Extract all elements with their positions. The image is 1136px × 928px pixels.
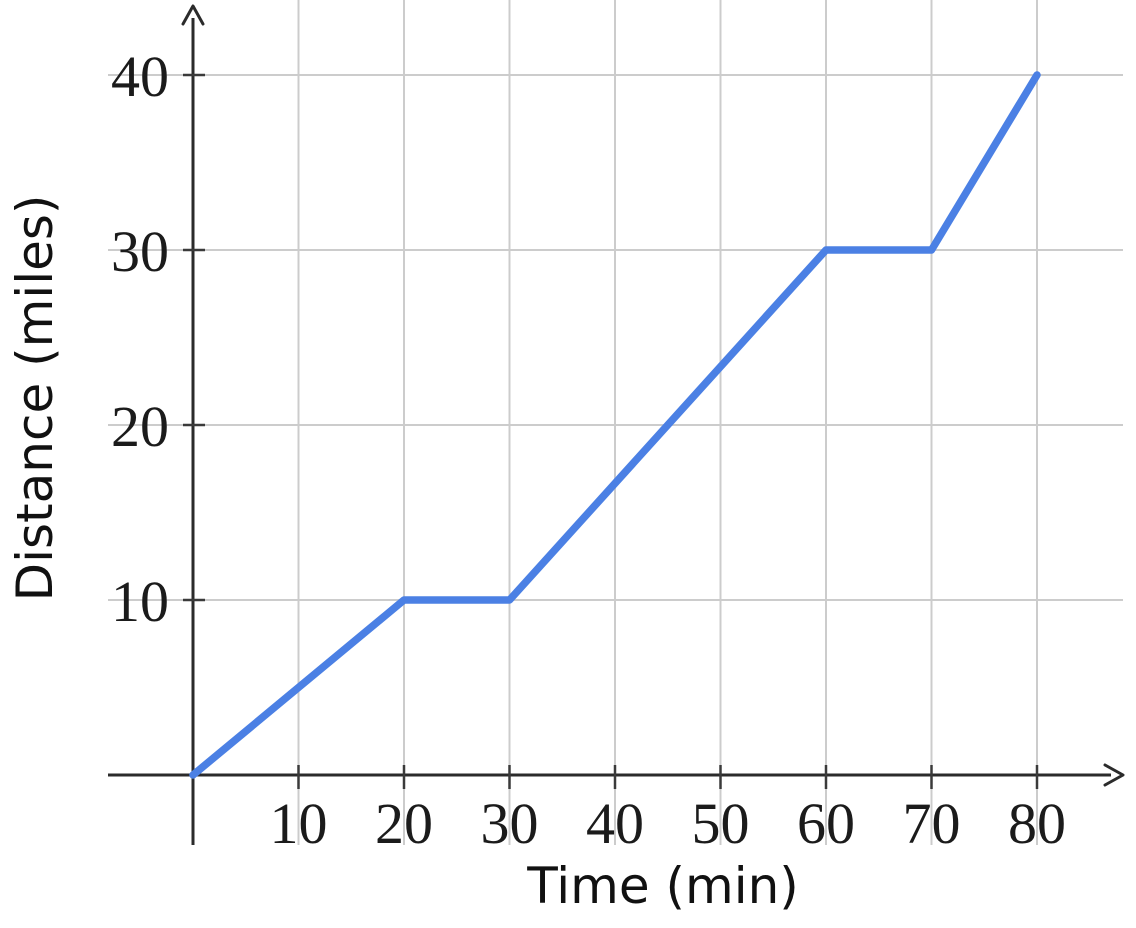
x-axis-title: Time (min) [526, 857, 799, 915]
x-tick-label: 60 [797, 791, 855, 856]
y-tick-label: 10 [111, 569, 169, 634]
y-tick-label: 30 [111, 219, 169, 284]
x-tick-label: 20 [375, 791, 433, 856]
x-tick-label: 50 [692, 791, 750, 856]
tick-labels: 10 20 30 40 50 60 70 80 10 20 30 40 [111, 44, 1066, 856]
y-axis-title: Distance (miles) [6, 195, 64, 602]
gridlines [108, 0, 1123, 845]
tick-marks [183, 73, 1039, 789]
data-line [189, 71, 1041, 779]
y-axis-arrow-icon [181, 4, 205, 26]
y-tick-label: 20 [111, 394, 169, 459]
x-axis-arrow-icon [1103, 763, 1125, 787]
axes [108, 4, 1125, 845]
x-tick-label: 10 [270, 791, 328, 856]
x-tick-label: 40 [586, 791, 644, 856]
x-tick-label: 30 [481, 791, 539, 856]
x-tick-label: 80 [1008, 791, 1066, 856]
x-tick-label: 70 [903, 791, 961, 856]
y-tick-label: 40 [111, 44, 169, 109]
